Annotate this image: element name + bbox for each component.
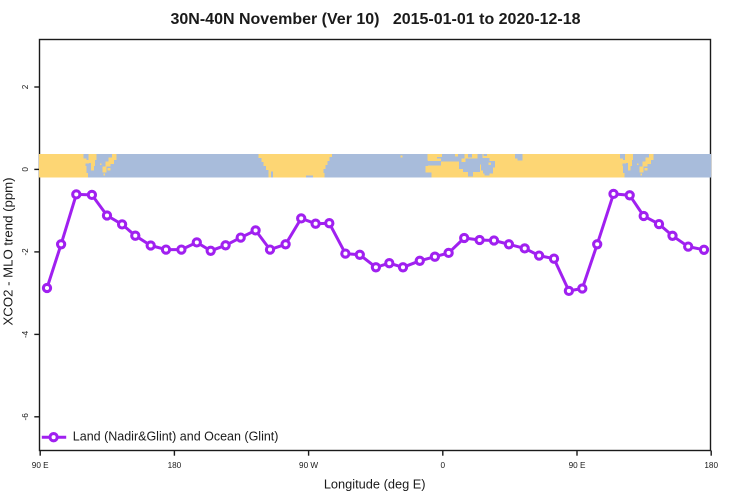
svg-text:180: 180 — [704, 461, 718, 470]
svg-text:Land (Nadir&Glint) and Ocean (: Land (Nadir&Glint) and Ocean (Glint) — [73, 429, 279, 443]
svg-text:0: 0 — [21, 167, 30, 172]
svg-text:90 E: 90 E — [32, 461, 49, 470]
svg-text:0: 0 — [441, 461, 446, 470]
svg-text:90 W: 90 W — [299, 461, 318, 470]
svg-text:-2: -2 — [21, 248, 30, 256]
svg-text:90 E: 90 E — [569, 461, 586, 470]
svg-text:2: 2 — [21, 84, 30, 89]
svg-text:-4: -4 — [21, 330, 30, 338]
svg-text:180: 180 — [168, 461, 182, 470]
svg-text:Longitude (deg E): Longitude (deg E) — [324, 477, 426, 492]
svg-text:30N-40N November (Ver 10) 20: 30N-40N November (Ver 10) 2015-01-01 to … — [171, 11, 581, 28]
svg-text:XCO2 - MLO trend (ppm): XCO2 - MLO trend (ppm) — [1, 177, 16, 325]
svg-text:-6: -6 — [21, 413, 30, 421]
